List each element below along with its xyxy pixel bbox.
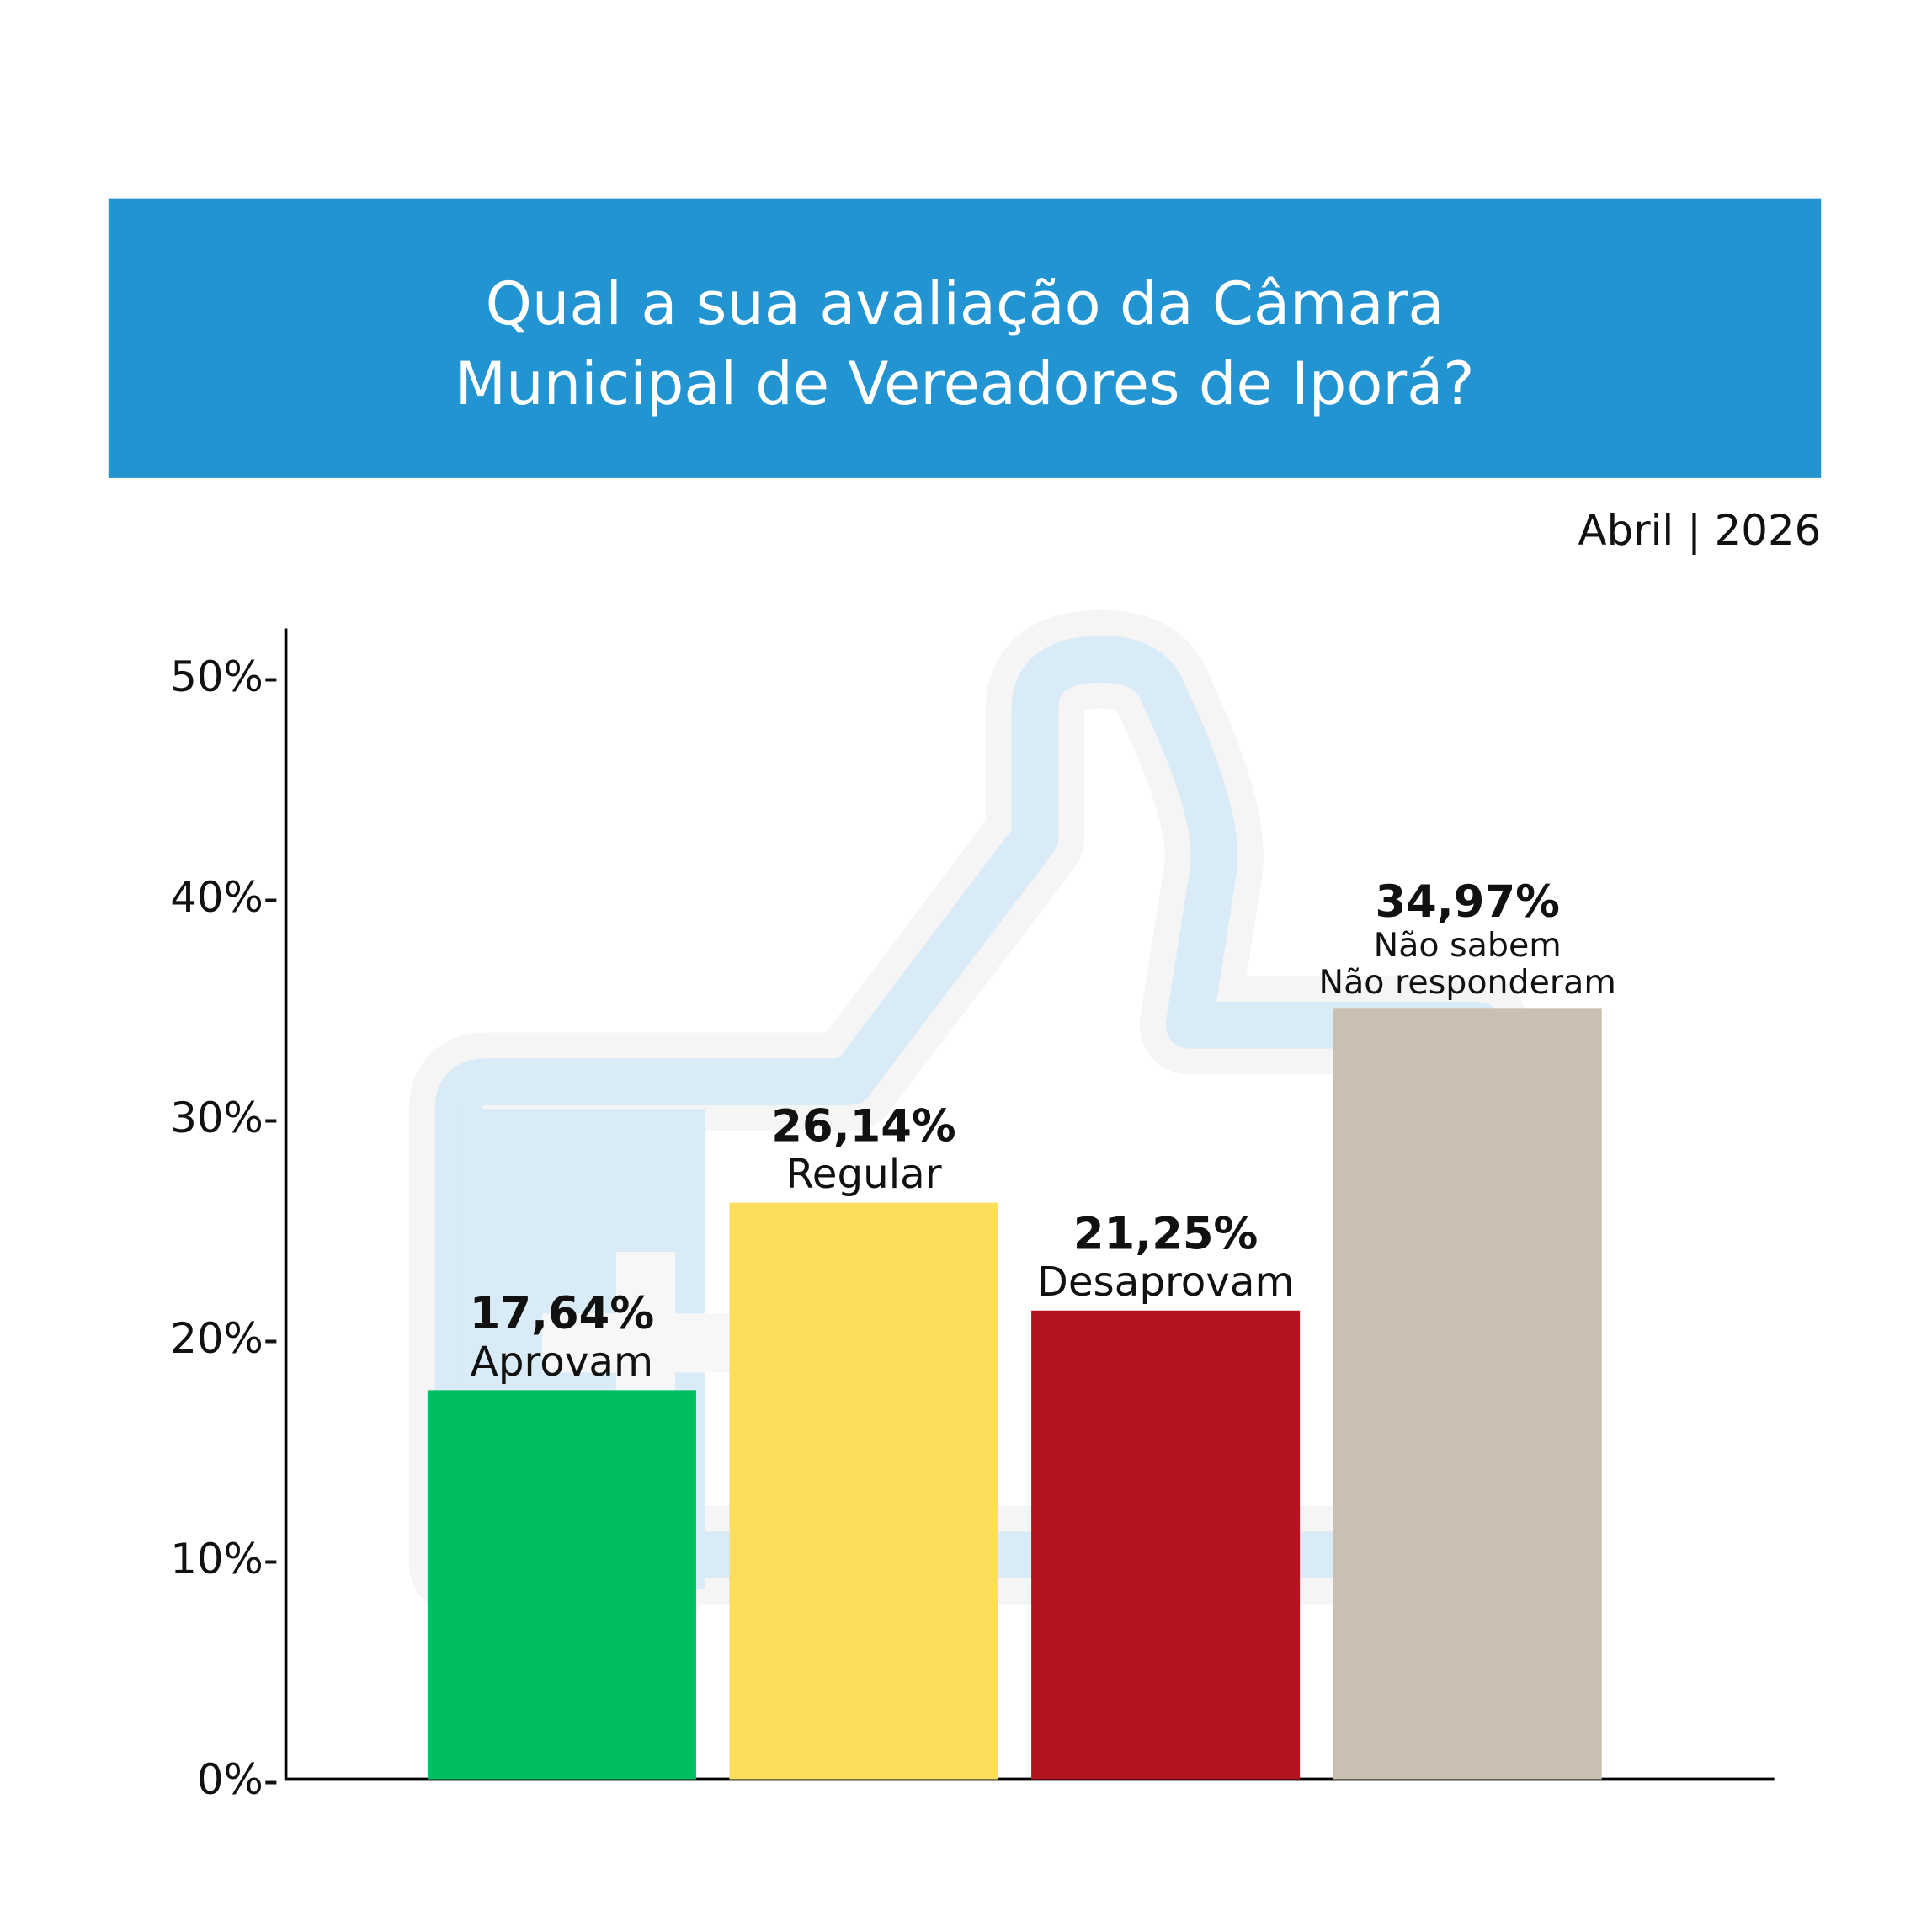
thumbs-up-watermark-icon — [408, 609, 1528, 1639]
title-line-1: Qual a sua avaliação da Câmara — [486, 269, 1445, 338]
y-tick-label: 30%- — [170, 1094, 279, 1142]
bar-value-label: 34,97% — [1375, 876, 1559, 928]
bar-category-label: Não responderam — [1319, 963, 1616, 1002]
bar-category-label: Desaprovam — [1037, 1259, 1295, 1306]
bar-4 — [1333, 1008, 1602, 1780]
title-banner — [108, 198, 1822, 478]
y-tick-label: 10%- — [170, 1535, 279, 1583]
y-tick-label: 50%- — [170, 652, 279, 701]
y-tick-label: 0%- — [197, 1755, 279, 1804]
date-label: Abril | 2026 — [1578, 506, 1822, 555]
title-line-2: Municipal de Vereadores de Iporá? — [455, 349, 1474, 418]
y-tick-label: 40%- — [170, 873, 279, 922]
y-tick-label: 20%- — [170, 1314, 279, 1363]
bar-category-label: Regular — [785, 1151, 941, 1198]
bar-3 — [1031, 1310, 1301, 1780]
bar-value-label: 17,64% — [470, 1288, 654, 1339]
bar-value-label: 26,14% — [771, 1100, 955, 1152]
bar-2 — [729, 1202, 998, 1780]
bar-value-label: 21,25% — [1073, 1209, 1258, 1260]
bar-category-label: Não sabem — [1374, 926, 1562, 965]
bar-category-label: Aprovam — [471, 1339, 653, 1386]
bar-1 — [427, 1390, 696, 1780]
